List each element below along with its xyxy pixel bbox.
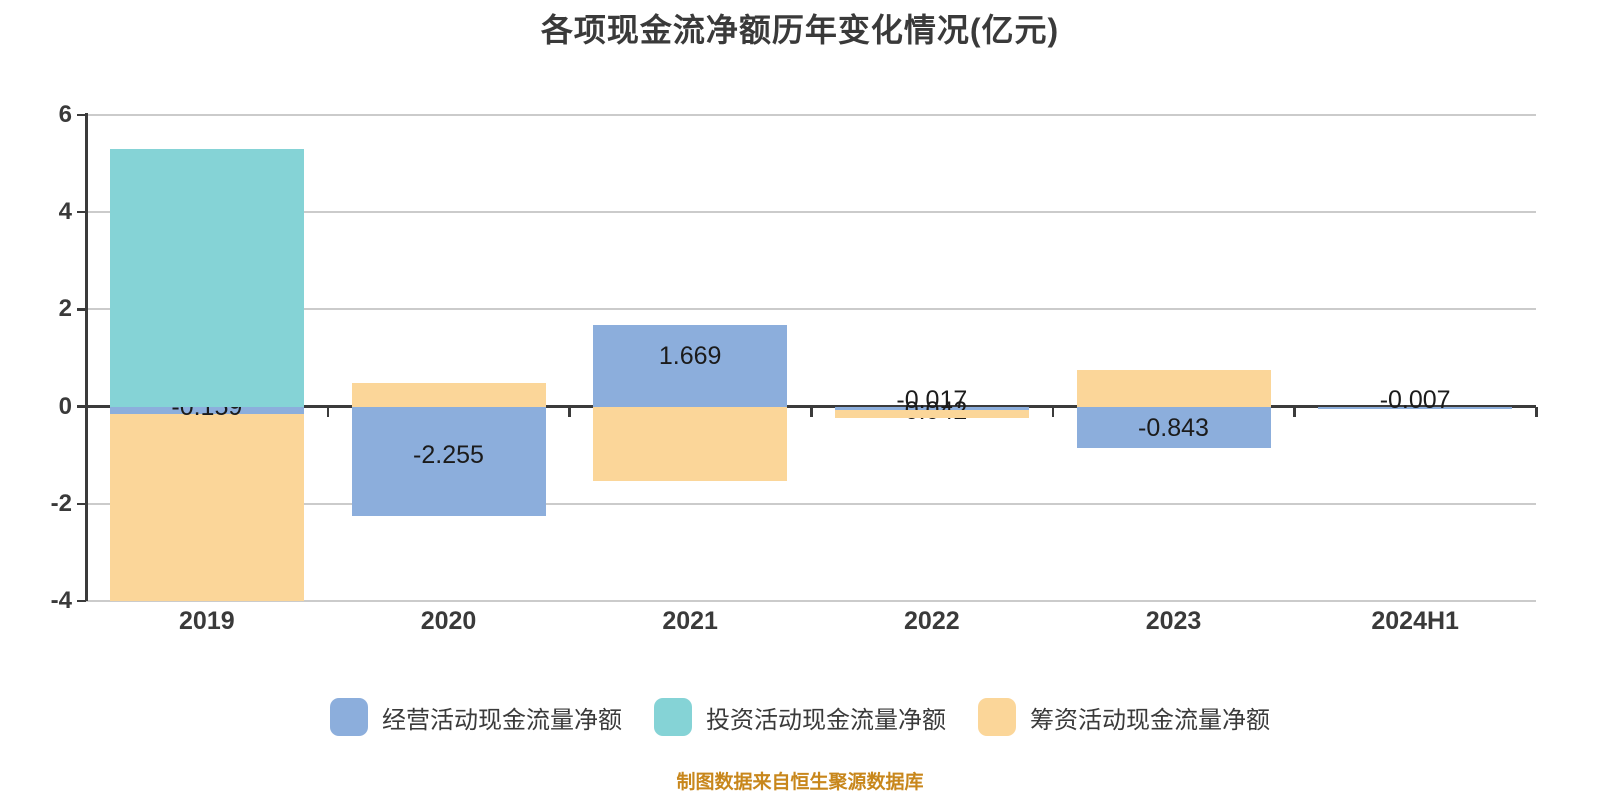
- y-axis-tick: [77, 599, 86, 603]
- source-note: 制图数据来自恒生聚源数据库: [676, 772, 924, 793]
- x-axis-label-2022: 2022: [904, 607, 960, 635]
- x-axis-label-2024H1: 2024H1: [1371, 607, 1459, 635]
- legend: 经营活动现金流量净额 投资活动现金流量净额 筹资活动现金流量净额: [0, 698, 1600, 736]
- bar-label-2021: 1.669: [658, 341, 722, 370]
- legend-label-operating: 经营活动现金流量净额: [382, 706, 622, 734]
- chart-title: 各项现金流净额历年变化情况(亿元): [540, 12, 1060, 48]
- y-axis-label: -4: [50, 587, 72, 614]
- y-axis-tick: [77, 210, 86, 214]
- operating-bar-2020: [351, 406, 546, 517]
- x-axis-label-2020: 2020: [420, 607, 477, 635]
- legend-item-investing: 投资活动现金流量净额: [654, 698, 946, 736]
- y-axis-label: 0: [58, 392, 72, 420]
- financing-bar-2023: [1076, 369, 1271, 407]
- legend-item-financing: 筹资活动现金流量净额: [978, 698, 1270, 736]
- y-axis-tick: [77, 405, 86, 408]
- y-axis-tick: [77, 308, 86, 311]
- legend-label-financing: 筹资活动现金流量净额: [1030, 706, 1270, 734]
- bar-label-2022: -0.017: [896, 385, 968, 414]
- financing-series-swatch-icon: [978, 698, 1016, 736]
- y-axis-label: 6: [58, 101, 72, 128]
- y-axis-tick: [77, 502, 86, 506]
- x-axis-tick: [810, 406, 813, 417]
- operating-series-swatch-icon: [330, 698, 368, 736]
- financing-bar-2022: [834, 409, 1029, 419]
- financing-bar-2019: [109, 414, 304, 601]
- y-axis-tick: [77, 113, 86, 117]
- grid-line: [86, 211, 1536, 214]
- x-axis-label-2019: 2019: [179, 607, 235, 635]
- x-axis-tick: [85, 406, 88, 417]
- financing-bar-2020: [351, 383, 546, 407]
- operating-bar-2021: [593, 325, 788, 407]
- grid-line: [86, 600, 1536, 602]
- operating-bar-2024H1: [1318, 406, 1513, 410]
- operating-bar-2022: [834, 406, 1029, 410]
- grid-line: [86, 114, 1536, 116]
- x-axis-tick: [326, 406, 330, 417]
- x-axis-tick: [1535, 406, 1538, 417]
- legend-item-operating: 经营活动现金流量净额: [330, 698, 622, 736]
- investing-bar-2019: [109, 149, 304, 407]
- y-axis-label: 2: [58, 295, 72, 323]
- grid-line: [86, 502, 1536, 505]
- legend-label-investing: 投资活动现金流量净额: [706, 706, 946, 734]
- bar-label-2023: -0.843: [1138, 414, 1209, 443]
- y-axis-label: -2: [50, 489, 72, 517]
- x-axis-label-2023: 2023: [1145, 607, 1202, 635]
- x-axis-tick: [1051, 406, 1055, 417]
- y-axis-line: [85, 113, 88, 601]
- x-axis-tick: [568, 406, 571, 417]
- investing-series-swatch-icon: [654, 698, 692, 736]
- x-axis-tick: [1293, 406, 1296, 417]
- y-axis-label: 4: [58, 198, 72, 226]
- bar-label-2024H1: -0.007: [1379, 385, 1451, 414]
- operating-bar-2019: [109, 406, 304, 415]
- grid-line: [86, 308, 1536, 311]
- bar-label-2020: -2.255: [413, 441, 484, 470]
- operating-bar-2023: [1076, 406, 1271, 448]
- x-axis-label-2021: 2021: [662, 607, 718, 635]
- financing-bar-2021: [593, 406, 788, 481]
